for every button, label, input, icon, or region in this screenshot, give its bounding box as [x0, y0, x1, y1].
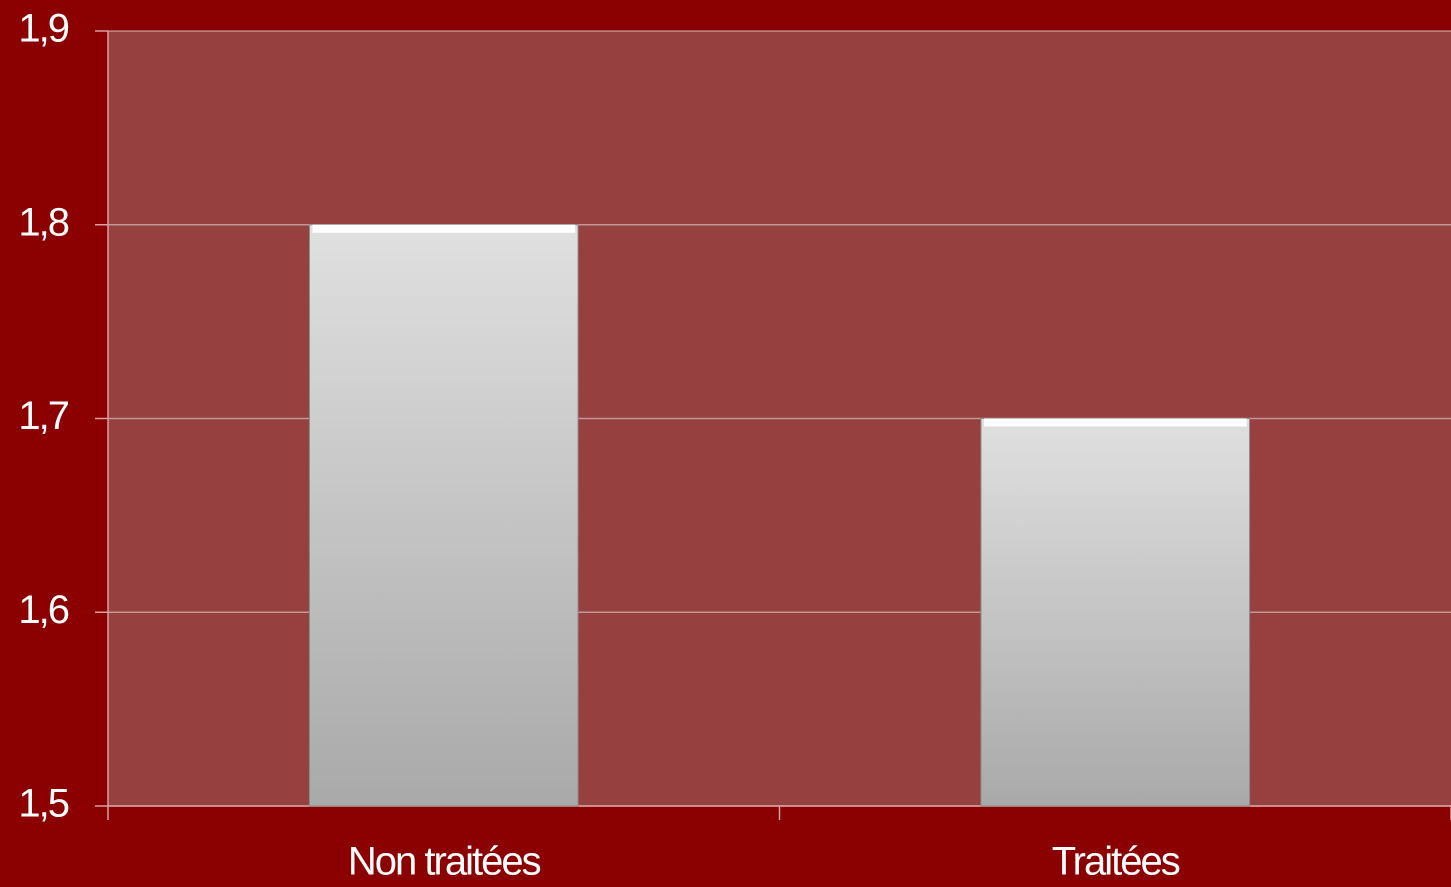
x-tick-label: Traitées [1052, 840, 1180, 884]
y-tick-label: 1,9 [18, 7, 68, 51]
bar-highlight [312, 224, 576, 233]
y-tick-label: 1,6 [18, 588, 68, 632]
y-tick-label: 1,5 [18, 782, 68, 826]
bar-highlight [983, 418, 1247, 427]
bar [308, 224, 579, 807]
x-tick-label: Non traitées [348, 840, 541, 884]
bar [980, 418, 1251, 807]
y-tick-label: 1,7 [18, 394, 68, 438]
y-tick-label: 1,8 [18, 200, 68, 244]
